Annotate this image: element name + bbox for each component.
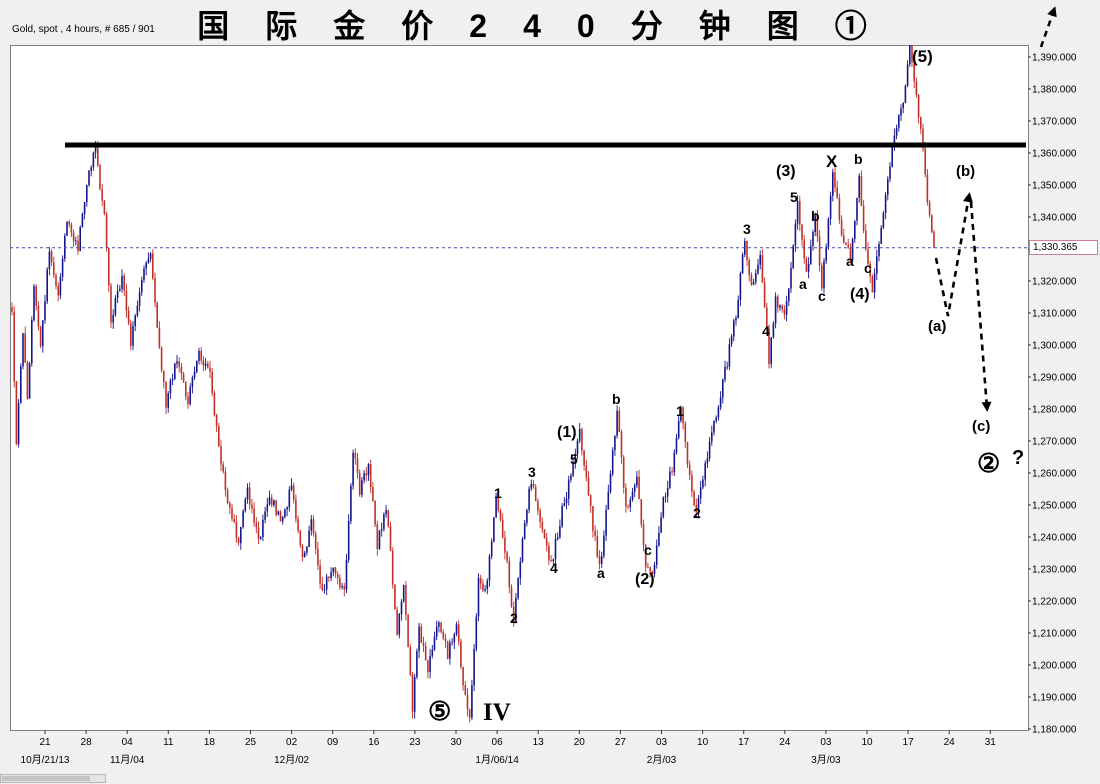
y-axis-label: 1,270.000 bbox=[1032, 437, 1077, 448]
wave-label: a bbox=[846, 253, 854, 269]
wave-label: (1) bbox=[557, 424, 577, 441]
x-axis-label: 23 bbox=[409, 737, 421, 748]
wave-label: (3) bbox=[776, 163, 796, 180]
wave-label: 1 bbox=[494, 485, 502, 501]
wave-label: c bbox=[864, 260, 872, 276]
chart-title: 国际金价240分钟图① bbox=[197, 8, 903, 44]
decline-to-a-then-b-arrow bbox=[934, 195, 971, 317]
x-axis-label: 13 bbox=[533, 737, 545, 748]
x-axis-label: 17 bbox=[738, 737, 750, 748]
wave-label: b bbox=[612, 391, 621, 407]
y-axis-label: 1,280.000 bbox=[1032, 405, 1077, 416]
y-axis-label: 1,390.000 bbox=[1032, 53, 1077, 64]
y-axis-label: 1,320.000 bbox=[1032, 277, 1077, 288]
x-axis-label: 16 bbox=[368, 737, 380, 748]
wave-label: X bbox=[826, 152, 838, 171]
wave-label: c bbox=[644, 542, 652, 558]
x-axis-label: 04 bbox=[122, 737, 134, 748]
x-axis-label: 28 bbox=[81, 737, 93, 748]
wave-label: b bbox=[854, 151, 863, 167]
x-axis-label: 11 bbox=[163, 737, 174, 748]
wave-label: a bbox=[799, 276, 807, 292]
y-axis-label: 1,250.000 bbox=[1032, 501, 1077, 512]
wave-label: 2 bbox=[693, 505, 701, 521]
y-axis-label: 1,370.000 bbox=[1032, 117, 1077, 128]
wave-label: 2 bbox=[510, 610, 518, 626]
month-label: 3月/03 bbox=[811, 754, 841, 766]
x-axis-label: 30 bbox=[450, 737, 462, 748]
horizontal-scrollbar[interactable] bbox=[0, 774, 106, 783]
y-axis-label: 1,300.000 bbox=[1032, 341, 1077, 352]
y-axis-label: 1,310.000 bbox=[1032, 309, 1077, 320]
wave-label: (b) bbox=[956, 163, 975, 180]
y-axis-label: 1,360.000 bbox=[1032, 149, 1077, 160]
month-label: 12月/02 bbox=[274, 754, 309, 766]
candles-layer bbox=[11, 45, 935, 723]
x-axis-label: 27 bbox=[615, 737, 627, 748]
wave-label: (c) bbox=[972, 418, 990, 435]
scrollbar-thumb[interactable] bbox=[2, 776, 90, 781]
x-axis-label: 06 bbox=[492, 737, 504, 748]
arrowhead-icon bbox=[1047, 6, 1057, 18]
x-axis-label: 10 bbox=[861, 737, 873, 748]
b-to-c-arrow bbox=[969, 201, 989, 409]
wave-label: 3 bbox=[528, 464, 536, 480]
symbol-info-label: Gold, spot , 4 hours, # 685 / 901 bbox=[12, 24, 155, 35]
wave-label: 5 bbox=[570, 451, 578, 467]
y-axis-label: 1,180.000 bbox=[1032, 725, 1077, 736]
wave-label: 3 bbox=[743, 221, 751, 237]
x-axis-label: 31 bbox=[985, 737, 997, 748]
month-label: 11月/04 bbox=[110, 754, 145, 766]
wave-label: ? bbox=[1012, 447, 1024, 469]
wave-label: 4 bbox=[762, 323, 770, 339]
y-axis-label: 1,200.000 bbox=[1032, 661, 1077, 672]
x-axis-label: 17 bbox=[903, 737, 915, 748]
month-label: 1月/06/14 bbox=[475, 754, 519, 766]
month-label: 2月/03 bbox=[647, 754, 677, 766]
y-axis-label: 1,260.000 bbox=[1032, 469, 1077, 480]
wave-label: 5 bbox=[790, 189, 798, 205]
x-axis-label: 24 bbox=[779, 737, 791, 748]
current-price-tag: 1,330.365 bbox=[1029, 240, 1098, 255]
x-axis-label: 25 bbox=[245, 737, 257, 748]
x-axis-label: 10 bbox=[697, 737, 709, 748]
x-axis-label: 18 bbox=[204, 737, 216, 748]
wave-label: ⑤ bbox=[428, 696, 451, 726]
wave-label: c bbox=[818, 288, 826, 304]
y-axis-label: 1,190.000 bbox=[1032, 693, 1077, 704]
arrowhead-icon bbox=[981, 401, 992, 412]
y-axis-label: 1,380.000 bbox=[1032, 85, 1077, 96]
x-axis-label: 09 bbox=[327, 737, 339, 748]
wave-label: (2) bbox=[635, 571, 655, 588]
x-axis-label: 03 bbox=[656, 737, 668, 748]
y-axis-label: 1,220.000 bbox=[1032, 597, 1077, 608]
wave-label: (5) bbox=[912, 47, 933, 66]
y-axis-label: 1,290.000 bbox=[1032, 373, 1077, 384]
x-axis-label: 02 bbox=[286, 737, 298, 748]
month-label: 10月/21/13 bbox=[21, 754, 70, 766]
y-axis-label: 1,340.000 bbox=[1032, 213, 1077, 224]
wave-label: b bbox=[811, 208, 820, 224]
wave-label: ② bbox=[977, 448, 1000, 478]
x-axis-label: 24 bbox=[944, 737, 956, 748]
x-axis-label: 21 bbox=[39, 737, 51, 748]
wave-label: (a) bbox=[928, 318, 946, 335]
plot-area[interactable] bbox=[10, 45, 1029, 731]
wave-label: (4) bbox=[850, 286, 870, 303]
wave-label: 1 bbox=[676, 403, 684, 419]
x-axis-label: 03 bbox=[820, 737, 832, 748]
x-axis-label: 20 bbox=[574, 737, 586, 748]
y-axis-label: 1,230.000 bbox=[1032, 565, 1077, 576]
y-axis-label: 1,240.000 bbox=[1032, 533, 1077, 544]
y-axis-label: 1,350.000 bbox=[1032, 181, 1077, 192]
arrowhead-icon bbox=[963, 192, 973, 203]
wave-label: 4 bbox=[550, 560, 558, 576]
y-axis-label: 1,210.000 bbox=[1032, 629, 1077, 640]
wave-label: a bbox=[597, 565, 605, 581]
wave-label: IV bbox=[483, 699, 511, 726]
